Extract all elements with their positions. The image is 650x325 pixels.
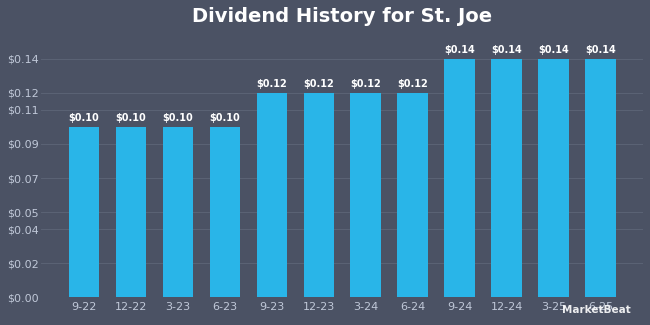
Text: $0.10: $0.10 <box>116 113 146 124</box>
Bar <box>162 127 193 297</box>
Text: $0.14: $0.14 <box>444 45 475 55</box>
Bar <box>445 58 475 297</box>
Text: $0.12: $0.12 <box>257 79 287 89</box>
Bar <box>585 58 616 297</box>
Bar <box>350 93 381 297</box>
Bar <box>397 93 428 297</box>
Text: $0.12: $0.12 <box>304 79 334 89</box>
Title: Dividend History for St. Joe: Dividend History for St. Joe <box>192 7 492 26</box>
Bar <box>69 127 99 297</box>
Text: $0.14: $0.14 <box>585 45 616 55</box>
Bar <box>116 127 146 297</box>
Bar <box>538 58 569 297</box>
Text: MarketBeat: MarketBeat <box>562 305 630 315</box>
Text: $0.10: $0.10 <box>162 113 193 124</box>
Text: $0.14: $0.14 <box>538 45 569 55</box>
Text: $0.10: $0.10 <box>209 113 240 124</box>
Text: $0.10: $0.10 <box>69 113 99 124</box>
Text: $0.12: $0.12 <box>350 79 381 89</box>
Text: $0.14: $0.14 <box>491 45 522 55</box>
Bar <box>304 93 334 297</box>
Bar <box>257 93 287 297</box>
Text: $0.12: $0.12 <box>397 79 428 89</box>
Bar <box>210 127 240 297</box>
Bar <box>491 58 522 297</box>
